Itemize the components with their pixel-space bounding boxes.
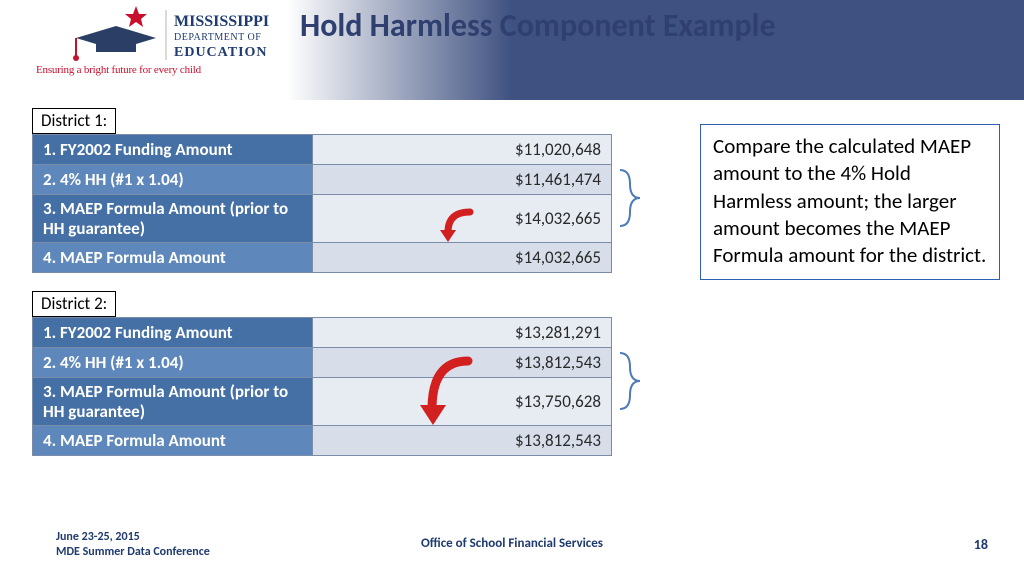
district-2-label: District 2:	[32, 291, 116, 317]
district-1-label: District 1:	[32, 108, 116, 134]
d1-row2-value: $11,461,474	[312, 165, 612, 195]
d1-row2-label: 2. 4% HH (#1 x 1.04)	[33, 165, 313, 195]
header: MISSISSIPPI DEPARTMENT OF EDUCATION Ensu…	[0, 0, 1024, 100]
page-title: Hold Harmless Component Example	[300, 6, 776, 46]
district-2-table: 1. FY2002 Funding Amount $13,281,291 2. …	[32, 317, 612, 456]
d1-row4-label: 4. MAEP Formula Amount	[33, 243, 313, 273]
d1-row3-label: 3. MAEP Formula Amount (prior to HH guar…	[33, 195, 313, 243]
d1-row1-value: $11,020,648	[312, 135, 612, 165]
d2-row4-label: 4. MAEP Formula Amount	[33, 426, 313, 456]
district-2-block: District 2: 1. FY2002 Funding Amount $13…	[0, 291, 1024, 456]
d1-row1-label: 1. FY2002 Funding Amount	[33, 135, 313, 165]
brace-icon	[616, 351, 644, 411]
d2-row2-label: 2. 4% HH (#1 x 1.04)	[33, 348, 313, 378]
d2-row1-value: $13,281,291	[312, 318, 612, 348]
callout-box: Compare the calculated MAEP amount to th…	[700, 124, 1000, 280]
org-name-line3: EDUCATION	[174, 45, 268, 60]
arrow-down-icon	[420, 353, 490, 433]
org-tagline: Ensuring a bright future for every child	[36, 64, 286, 76]
d1-row4-value: $14,032,665	[312, 243, 612, 273]
footer-office: Office of School Financial Services	[0, 536, 1024, 551]
org-name-line2: DEPARTMENT OF	[174, 32, 261, 43]
brace-icon	[616, 168, 644, 228]
footer: June 23-25, 2015 MDE Summer Data Confere…	[0, 526, 1024, 566]
page-number: 18	[974, 536, 988, 553]
d2-row3-label: 3. MAEP Formula Amount (prior to HH guar…	[33, 378, 313, 426]
district-1-table: 1. FY2002 Funding Amount $11,020,648 2. …	[32, 134, 612, 273]
mde-logo-icon: MISSISSIPPI DEPARTMENT OF EDUCATION	[36, 4, 276, 62]
arrow-down-icon	[438, 206, 488, 246]
d2-row1-label: 1. FY2002 Funding Amount	[33, 318, 313, 348]
org-logo: MISSISSIPPI DEPARTMENT OF EDUCATION Ensu…	[36, 4, 286, 76]
org-name-line1: MISSISSIPPI	[174, 13, 269, 30]
